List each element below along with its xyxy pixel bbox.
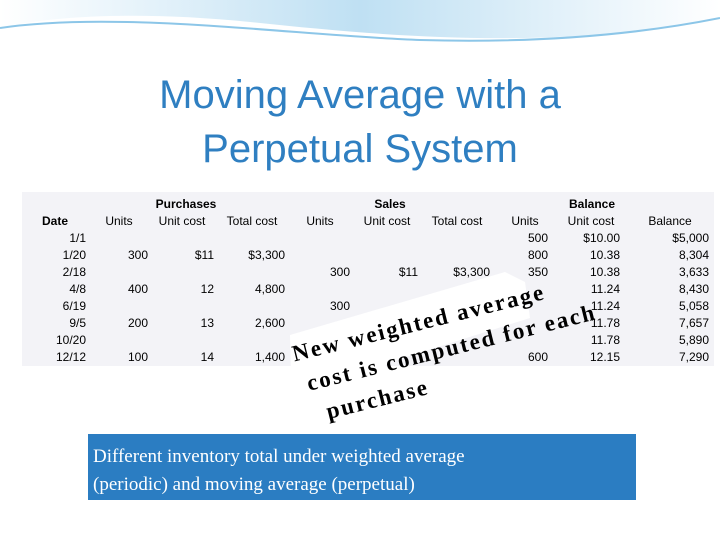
- table-cell: 8,430: [679, 282, 709, 296]
- table-cell: 12.15: [590, 350, 620, 364]
- table-cell: 600: [528, 350, 548, 364]
- table-cell: 14: [201, 350, 215, 364]
- header-line: [0, 17, 720, 42]
- table-cell: 4/8: [69, 282, 86, 296]
- table-cell: 7,657: [679, 316, 709, 330]
- table: Purchases Sales Balance Date Units Unit cost T…: [42, 197, 709, 364]
- column-header: Total cost: [432, 214, 483, 228]
- table-cell: 10.38: [590, 265, 620, 279]
- table-cell: $3,300: [248, 248, 285, 262]
- column-header: Units: [511, 214, 538, 228]
- table-cell: 200: [128, 316, 148, 330]
- table-cell: 11.24: [591, 299, 620, 313]
- column-header: Units: [105, 214, 132, 228]
- table-cell: 3,633: [679, 265, 709, 279]
- table-cell: 10.38: [590, 248, 620, 262]
- table-cell: 300: [330, 299, 350, 313]
- table-cell: $11: [195, 248, 214, 262]
- column-header: Unit cost: [568, 214, 615, 228]
- table-cell: 8,304: [679, 248, 709, 262]
- table-cell: 1/20: [63, 248, 87, 262]
- table-cell: $11: [399, 265, 418, 279]
- column-header: Date: [42, 214, 68, 228]
- table-cell: 10/20: [56, 333, 86, 347]
- column-header: Total cost: [227, 214, 278, 228]
- table-cell: 1/1: [69, 231, 86, 245]
- column-header: Balance: [648, 214, 692, 228]
- table-cell: 6/19: [63, 299, 87, 313]
- table-cell: 12/12: [56, 350, 86, 364]
- table-cell: 2,600: [255, 316, 285, 330]
- group-header: Balance: [569, 197, 615, 211]
- table-cell: 11.78: [591, 316, 620, 330]
- column-header: Unit cost: [159, 214, 206, 228]
- header-swoosh: [0, 0, 720, 39]
- table-cell: 800: [528, 248, 548, 262]
- table-cell: $10.00: [583, 231, 620, 245]
- table-cell: 11.78: [591, 333, 620, 347]
- title-line: Perpetual System: [202, 127, 518, 171]
- title-line: Moving Average with a: [159, 73, 561, 117]
- table-cell: 11.24: [591, 282, 620, 296]
- group-header: Sales: [374, 197, 406, 211]
- column-header: Unit cost: [364, 214, 411, 228]
- table-cell: 5,890: [679, 333, 709, 347]
- table-cell: 5,058: [679, 299, 709, 313]
- column-header: Units: [306, 214, 333, 228]
- note-line: Different inventory total under weighted…: [93, 446, 465, 467]
- table-cell: $5,000: [672, 231, 709, 245]
- table-cell: 1,400: [255, 350, 285, 364]
- table-cell: $3,300: [453, 265, 490, 279]
- table-cell: 300: [330, 265, 350, 279]
- table-cell: 7,290: [679, 350, 709, 364]
- table-cell: 12: [201, 282, 215, 296]
- table-cell: 500: [528, 231, 548, 245]
- callout-shape: [290, 272, 530, 420]
- table-cell: 9/5: [69, 316, 86, 330]
- note-box: [88, 434, 636, 500]
- table-cell: 13: [201, 316, 215, 330]
- table-cell: 400: [128, 282, 148, 296]
- table-cell: 4,800: [255, 282, 285, 296]
- table-cell: 2/18: [63, 265, 87, 279]
- table-cell: 350: [528, 265, 548, 279]
- group-header: Purchases: [156, 197, 217, 211]
- table-cell: 100: [128, 350, 148, 364]
- note-line: (periodic) and moving average (perpetual…: [93, 474, 415, 495]
- table-cell: 300: [128, 248, 148, 262]
